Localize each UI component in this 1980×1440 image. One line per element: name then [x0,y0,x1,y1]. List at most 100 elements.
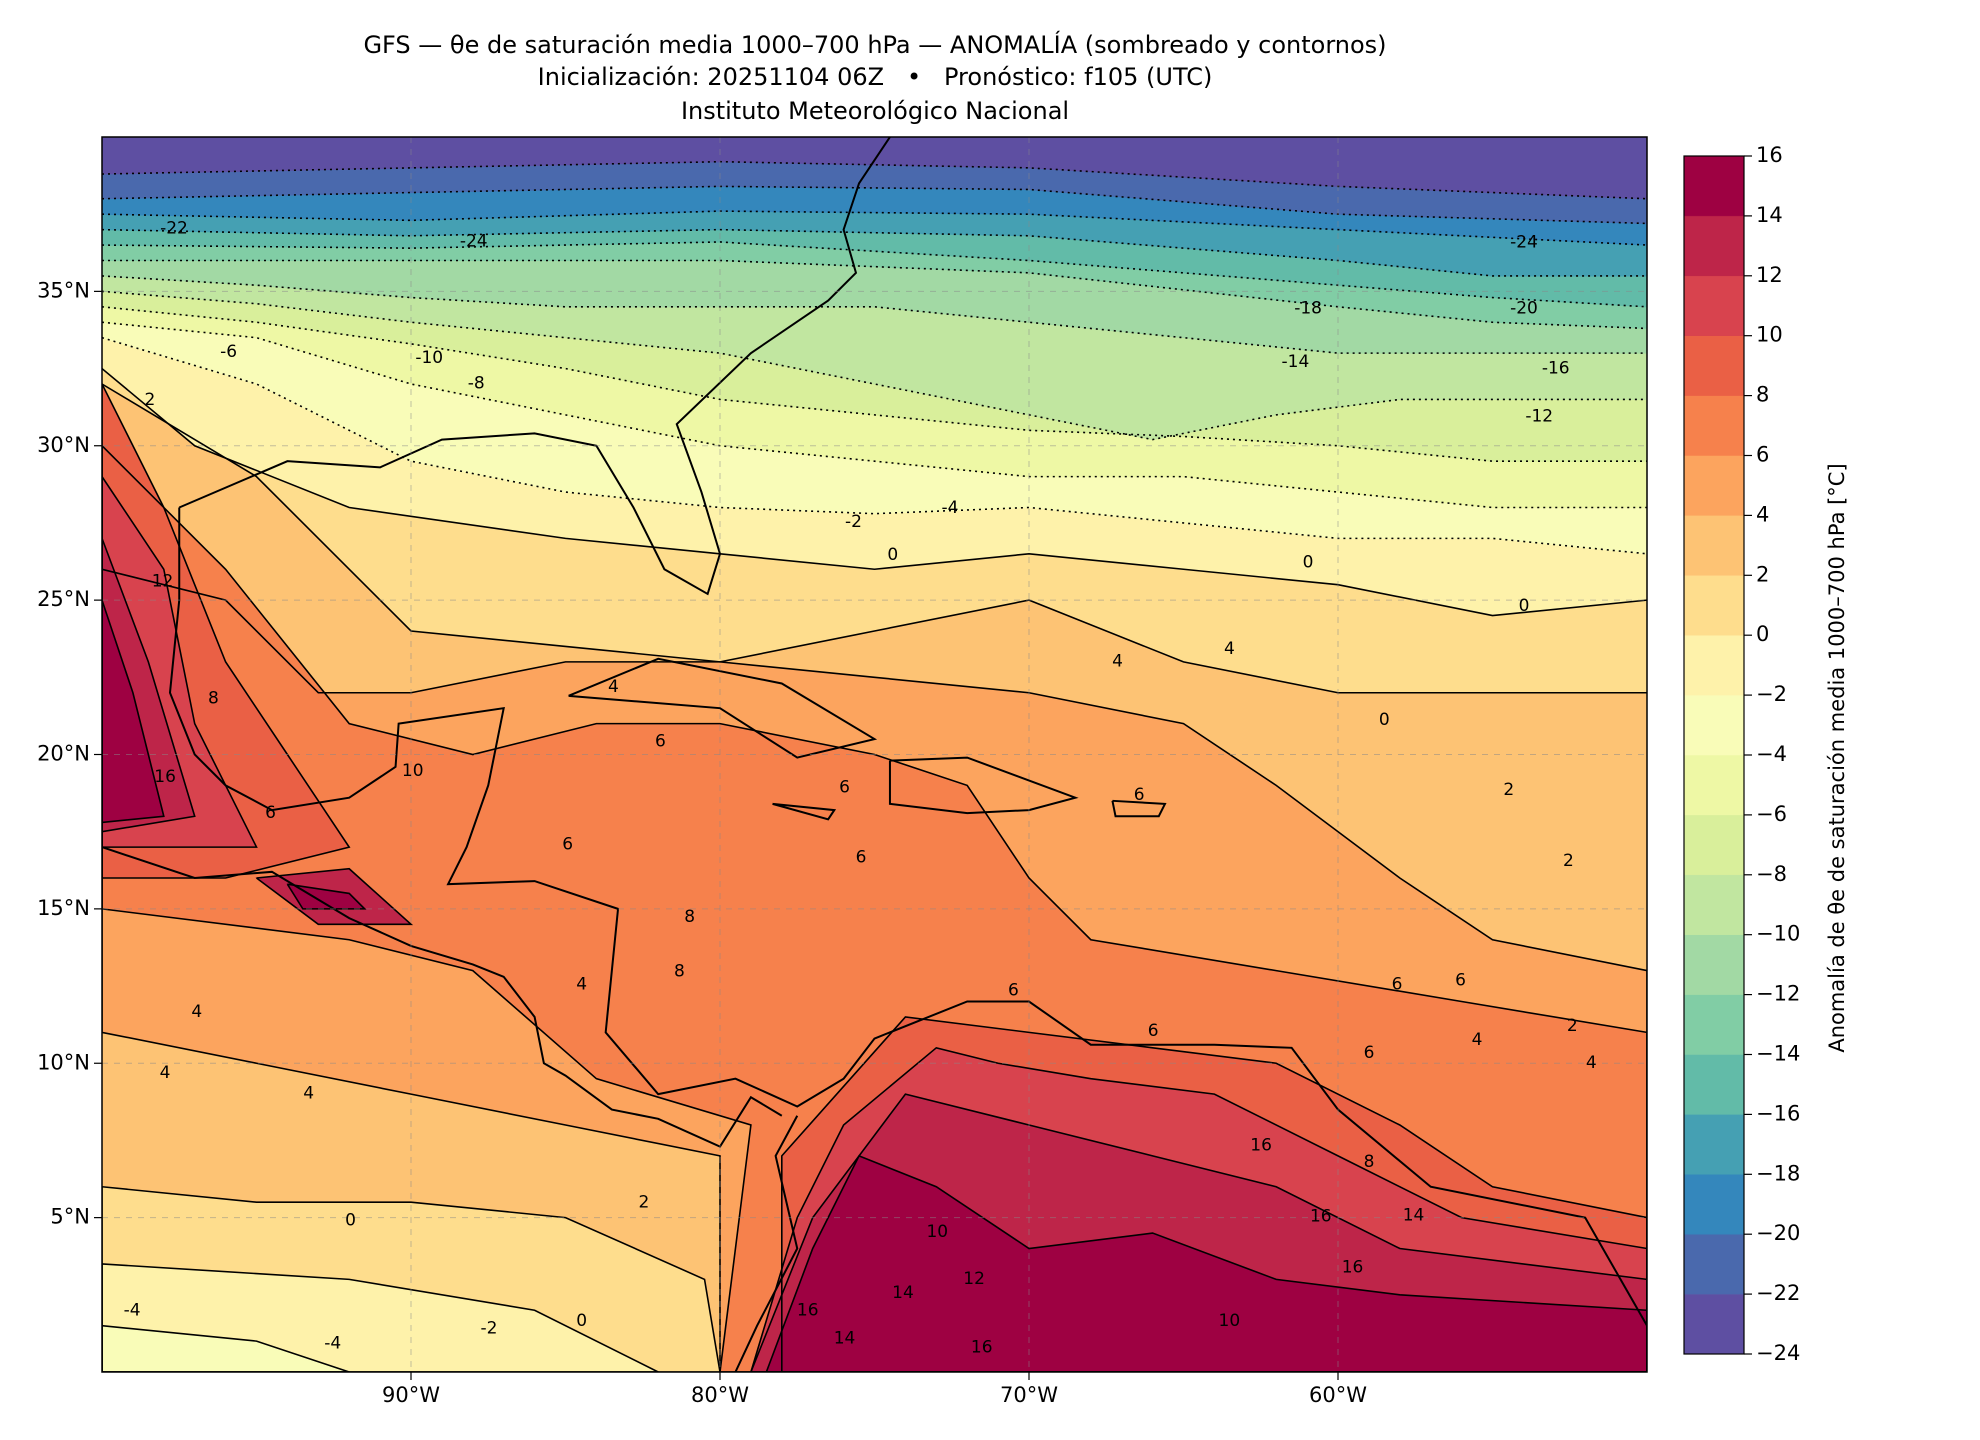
contour-label: 2 [144,390,155,410]
contour-positive [102,599,165,824]
coastline [168,507,1647,1327]
coastline [772,802,837,821]
colorbar-tick-label: 6 [1756,443,1769,467]
colorbar-band [1683,994,1745,1055]
contour-positive [102,1263,659,1372]
contour-negative [102,306,1647,462]
contour-positive [102,538,196,833]
contour-label: 4 [191,1002,202,1022]
contour-positive [102,367,1647,617]
colorbar-tick-label: −18 [1756,1161,1800,1185]
contour-label: 16 [1250,1136,1272,1156]
colorbar-tick-label: −20 [1756,1221,1800,1245]
contour-label: -4 [324,1334,341,1354]
contour-negative [102,259,1647,330]
colorbar-tick-label: −4 [1756,742,1787,766]
contour-label: 4 [608,677,619,697]
contour-negative [102,241,1647,308]
contour-label: 6 [1455,970,1466,990]
contour-positive [102,445,1647,1372]
contour-label: 2 [638,1193,649,1213]
colorbar-tick-label: −2 [1756,682,1787,706]
map-title: GFS — θe de saturación media 1000–700 hP… [363,30,1386,59]
contour-label: 10 [926,1222,948,1242]
colorbar-tick-label: 2 [1756,562,1769,586]
contour-label: 6 [1134,785,1145,805]
map-lines [102,137,1647,1372]
coastline [734,1115,799,1372]
colorbar-tick-label: −14 [1756,1042,1800,1066]
contour-label: 10 [402,761,424,781]
contour-negative [102,228,1647,277]
contour-negative [102,275,1647,354]
colorbar-tick-label: −6 [1756,802,1787,826]
contour-label: 6 [1148,1021,1159,1041]
colorbar-tick-label: 8 [1756,383,1769,407]
contour-label: 0 [1519,596,1530,616]
contour-label: 8 [208,689,219,709]
colorbar-tick-label: 12 [1756,263,1783,287]
contour-label: 4 [1586,1053,1597,1073]
contour-label: 8 [684,907,695,927]
y-tick-label: 25°N [37,587,90,611]
contour-label: -20 [1510,299,1538,319]
contour-label: 14 [834,1329,856,1349]
contour-label: 10 [1219,1311,1241,1331]
contour-label: 6 [839,777,850,797]
y-tick-label: 5°N [50,1205,90,1229]
contour-label: -18 [1294,299,1322,319]
contour-label: 0 [1303,553,1314,573]
contour-positive [102,568,1647,1372]
contour-positive [780,1016,1647,1372]
x-tick-label: 60°W [1309,1383,1367,1407]
contour-positive [102,1324,350,1372]
contour-label: 16 [971,1337,993,1357]
contour-label: -16 [1542,358,1570,378]
contour-label: 4 [576,974,587,994]
coastline [102,846,783,1148]
contour-label: 16 [1342,1257,1364,1277]
colorbar-label: Anomalía de θe de saturación media 1000–… [1825,463,1849,1052]
contour-label: 4 [1224,639,1235,659]
contour-label: 16 [154,767,176,787]
contour-label: 8 [674,962,685,982]
colorbar-tick-label: 4 [1756,502,1769,526]
colorbar-band [1683,275,1745,336]
contour-label: 4 [160,1063,171,1083]
colorbar-band [1683,1233,1745,1295]
contour-label: -8 [468,374,485,394]
colorbar-band [1683,814,1745,876]
colorbar-band [1683,1174,1745,1235]
map-subtitle: Inicialización: 20251104 06Z • Pronóstic… [538,63,1213,91]
contour-label: -4 [941,498,958,518]
contour-label: 0 [1379,710,1390,730]
x-tick-label: 90°W [382,1383,440,1407]
contour-label: -24 [460,231,488,251]
contour-label: 6 [1392,974,1403,994]
contour-label: 12 [963,1269,985,1289]
contour-label: 14 [892,1283,914,1303]
colorbar-band [1683,395,1745,456]
map-source: Instituto Meteorológico Nacional [681,97,1069,125]
contour-label: 6 [856,847,867,867]
contour-labels: -22-24 -24-6 -10-82-18 -20-14 -16-12-2-40 001… [124,219,1597,1358]
colorbar-tick-label: 0 [1756,622,1769,646]
colorbar-band [1683,1054,1745,1115]
contour-label: 12 [152,572,174,592]
contour-positive [102,383,351,879]
coastline [178,137,891,596]
colorbar-tick-label: 14 [1756,203,1783,227]
contour-label: 14 [1403,1205,1425,1225]
contour-negative [102,321,1647,509]
y-tick-label: 10°N [37,1050,90,1074]
contour-label: 6 [562,835,573,855]
contour-label: -14 [1282,352,1310,372]
colorbar-band [1683,634,1745,696]
contour-label: 2 [1567,1016,1578,1036]
contour-label: 0 [345,1210,356,1230]
colorbar-tick-label: 10 [1756,323,1783,347]
contour-label: -2 [480,1318,497,1338]
contour-label: 2 [1503,780,1514,800]
colorbar-band [1683,754,1745,816]
